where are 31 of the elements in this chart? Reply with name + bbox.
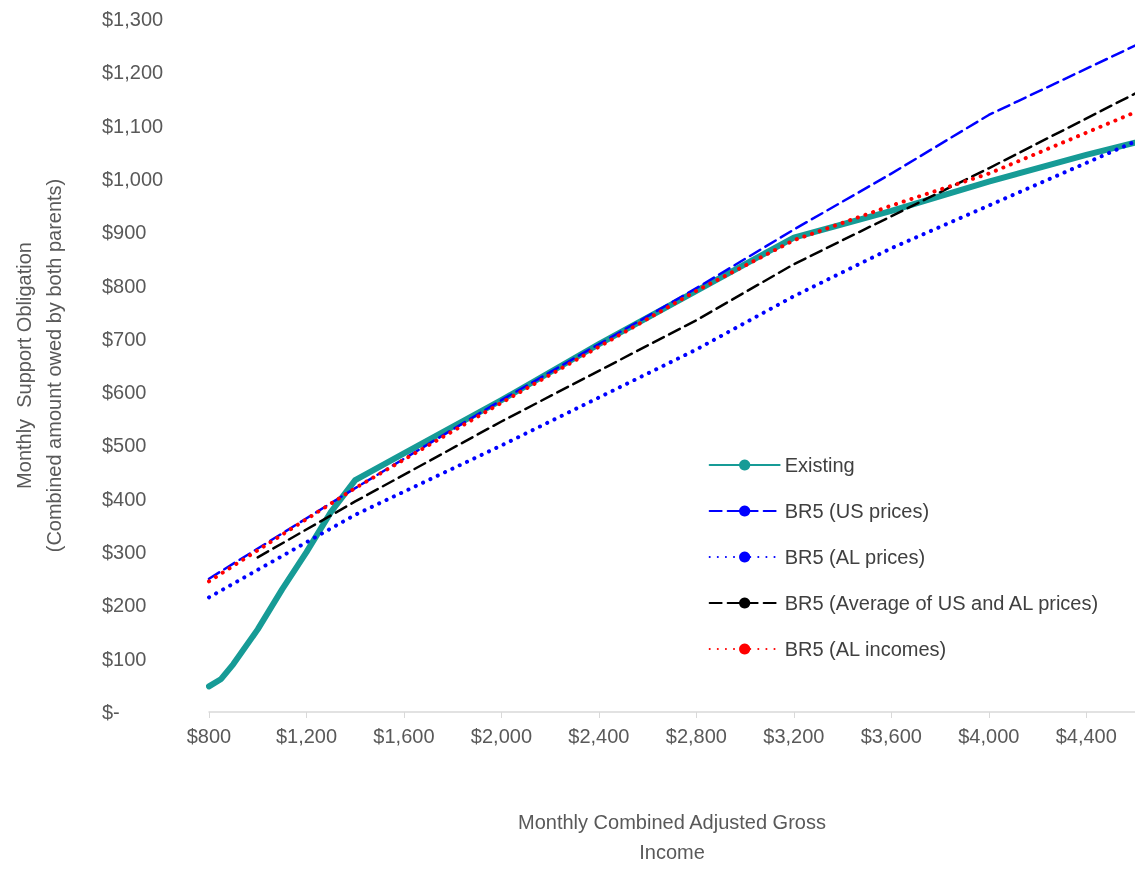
y-tick-label: $900: [102, 221, 147, 244]
y-axis-title: Monthly Support Obligation (Combined amount owed by both parents): [13, 178, 65, 553]
legend-label: Existing: [784, 454, 855, 476]
x-tick-label: $1,600: [373, 725, 435, 747]
x-tick-label: $2,400: [568, 725, 630, 747]
legend-label: BR5 (Average of US and AL prices): [784, 592, 1099, 614]
y-tick-label: $1,200: [102, 61, 164, 84]
y-tick-label: $1,100: [102, 114, 164, 137]
x-tick-label: $800: [186, 725, 232, 747]
y-tick-label: $-: [102, 701, 120, 723]
x-tick-label: $3,200: [763, 725, 825, 747]
x-tick-label: $4,400: [1055, 725, 1117, 747]
x-axis-title: Monthly Combined Adjusted Gross Income: [518, 811, 826, 863]
x-tick-label: $2,800: [665, 725, 727, 747]
y-tick-label: $200: [102, 594, 147, 617]
legend-label: BR5 (US prices): [784, 500, 930, 522]
y-tick-label: $300: [102, 541, 147, 564]
y-tick-label: $1,300: [102, 8, 164, 30]
y-tick-label: $800: [102, 274, 147, 297]
y-tick-label: $1,000: [102, 167, 164, 190]
y-tick-label: $400: [102, 487, 147, 510]
y-tick-label: $700: [102, 327, 147, 350]
x-tick-label: $3,600: [860, 725, 922, 747]
x-tick-label: $2,000: [470, 725, 533, 747]
legend-label: BR5 (AL incomes): [784, 638, 947, 660]
legend-label: BR5 (AL prices): [784, 546, 926, 568]
y-tick-label: $100: [102, 647, 147, 670]
y-tick-label: $600: [102, 381, 147, 404]
y-tick-label: $500: [102, 434, 147, 457]
x-tick-label: $1,200: [275, 725, 338, 747]
x-tick-label: $4,000: [958, 725, 1020, 747]
